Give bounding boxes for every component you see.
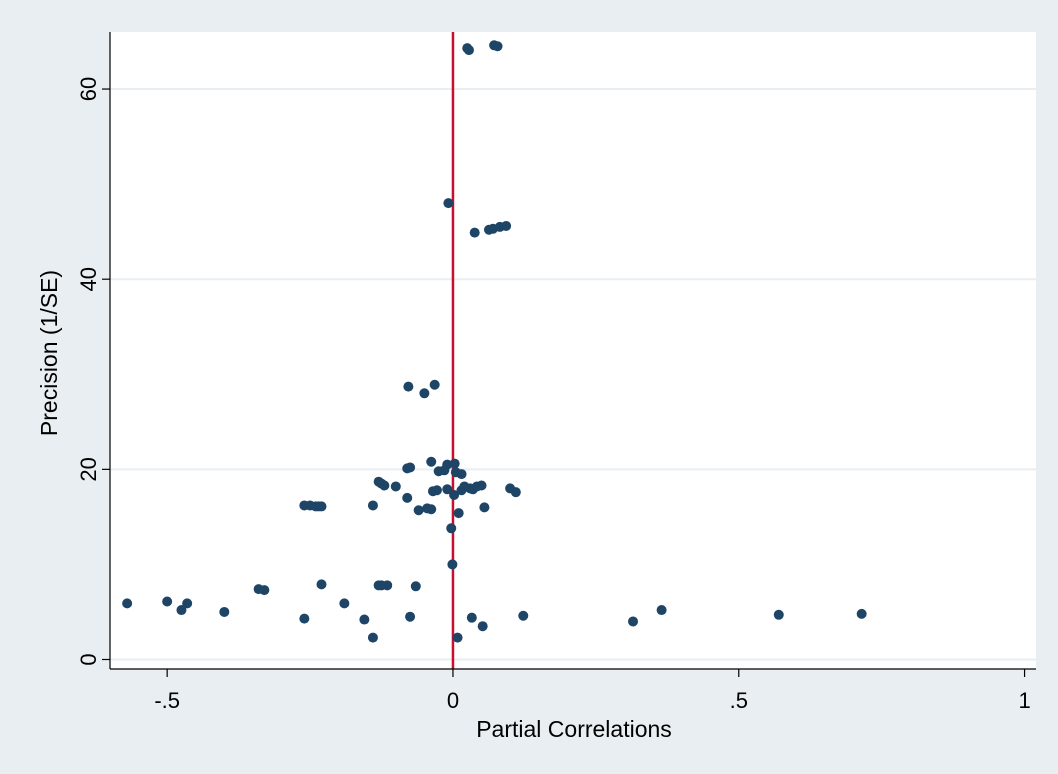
data-point-29 (442, 484, 453, 495)
data-point-75 (773, 609, 784, 620)
data-point-52 (316, 579, 327, 590)
data-point-58 (259, 585, 270, 596)
data-point-11 (429, 379, 440, 390)
data-point-51 (447, 559, 458, 570)
data-point-28 (431, 485, 442, 496)
grid-lines (110, 88, 1036, 661)
data-point-55 (382, 580, 393, 591)
data-point-9 (501, 220, 512, 231)
data-point-17 (449, 458, 460, 469)
y-axis-label: Precision (1/SE) (36, 270, 62, 436)
data-point-68 (367, 632, 378, 643)
data-point-45 (413, 505, 424, 516)
data-point-72 (518, 610, 529, 621)
data-point-26 (402, 492, 413, 503)
data-point-50 (446, 523, 457, 534)
data-point-19 (439, 465, 450, 476)
data-point-43 (316, 501, 327, 512)
plot-area (110, 32, 1036, 669)
data-point-13 (426, 456, 437, 467)
data-point-61 (182, 598, 193, 609)
data-point-44 (367, 500, 378, 511)
data-point-24 (379, 480, 390, 491)
data-point-69 (452, 632, 463, 643)
tick-labels: -.5 0 .5 1 0 20 40 60 (76, 77, 1031, 713)
data-point-38 (510, 487, 521, 498)
data-point-21 (456, 469, 467, 480)
data-point-73 (628, 616, 639, 627)
data-point-66 (359, 614, 370, 625)
data-point-59 (122, 598, 133, 609)
data-point-74 (656, 605, 667, 616)
data-point-25 (390, 481, 401, 492)
data-point-64 (339, 598, 350, 609)
y-tick-label-1: 20 (76, 457, 101, 481)
data-point-5 (469, 227, 480, 238)
x-tick-label-1: 0 (447, 688, 459, 713)
x-axis-label: Partial Correlations (476, 716, 672, 742)
data-point-56 (410, 581, 421, 592)
data-point-1 (463, 45, 474, 56)
data-point-65 (299, 613, 310, 624)
data-point-3 (492, 41, 503, 52)
data-point-47 (426, 504, 437, 515)
x-tick-label-2: .5 (730, 688, 748, 713)
data-point-4 (443, 198, 454, 209)
y-tick-label-3: 60 (76, 77, 101, 101)
x-tick-label-0: -.5 (154, 688, 180, 713)
data-point-70 (466, 612, 477, 623)
data-point-36 (476, 480, 487, 491)
y-tick-label-0: 0 (76, 653, 101, 665)
data-point-48 (479, 502, 490, 513)
data-point-76 (856, 608, 867, 619)
data-point-71 (477, 621, 488, 632)
data-point-67 (405, 611, 416, 622)
axes (102, 32, 1036, 677)
data-point-15 (402, 463, 413, 474)
x-tick-label-3: 1 (1018, 688, 1030, 713)
data-point-63 (219, 606, 230, 617)
data-point-30 (449, 490, 460, 501)
data-points (122, 40, 867, 643)
data-point-62 (176, 605, 187, 616)
data-point-12 (419, 388, 430, 399)
data-point-49 (453, 508, 464, 519)
data-point-10 (403, 381, 414, 392)
data-point-60 (162, 596, 173, 607)
y-tick-label-2: 40 (76, 267, 101, 291)
